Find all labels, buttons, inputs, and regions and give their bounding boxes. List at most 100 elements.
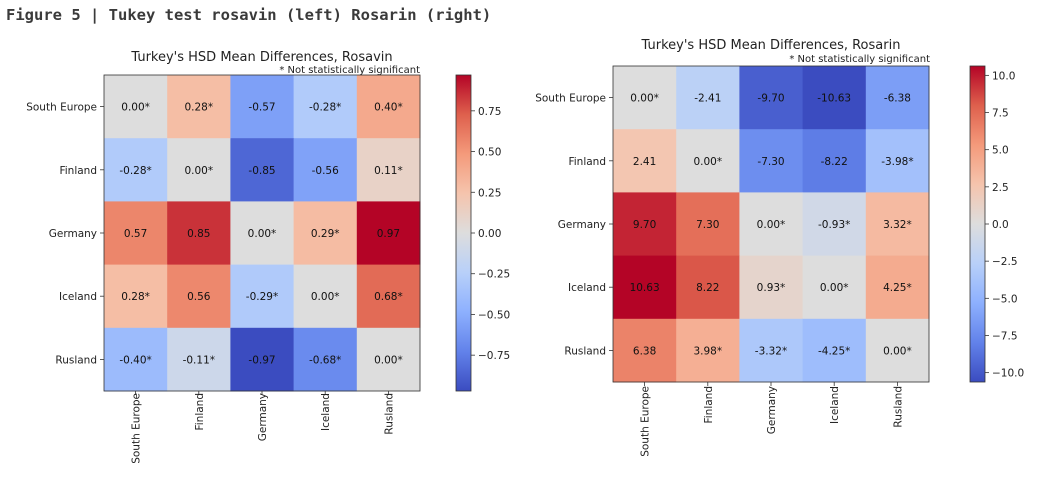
cell-label: -6.38 bbox=[884, 93, 911, 105]
heatmap-cell bbox=[739, 255, 804, 320]
heatmap-cell bbox=[293, 201, 358, 266]
cell-label: 0.00* bbox=[374, 354, 403, 366]
chart-subtitle: * Not statistically significant bbox=[279, 65, 420, 76]
colorbar-tick-label: −7.5 bbox=[992, 330, 1018, 342]
heatmap-cell bbox=[167, 201, 231, 266]
heatmap-cell bbox=[104, 201, 168, 266]
colorbar-tick-label: −0.50 bbox=[478, 309, 510, 321]
cell-label: -0.11* bbox=[183, 354, 215, 366]
cell-label: -0.56 bbox=[312, 165, 339, 177]
cell-label: 0.40* bbox=[374, 102, 403, 114]
heatmap-cell bbox=[865, 318, 930, 383]
colorbar-tick-label: 7.5 bbox=[992, 108, 1009, 120]
cell-label: 0.00* bbox=[248, 228, 277, 240]
heatmap-2: Turkey's HSD Mean Differences, Rosarin* … bbox=[535, 38, 1024, 457]
cell-label: 0.00* bbox=[184, 165, 213, 177]
cell-label: 0.85 bbox=[187, 228, 210, 240]
cell-label: -0.57 bbox=[248, 102, 275, 114]
heatmap-cell bbox=[104, 327, 168, 392]
x-tick-label: Germany bbox=[257, 393, 269, 441]
y-tick-label: Iceland bbox=[568, 282, 606, 294]
colorbar-tick-label: −10.0 bbox=[992, 368, 1024, 380]
heatmap-cell bbox=[613, 66, 677, 130]
cell-label: -0.93* bbox=[818, 219, 850, 231]
heatmap-cell bbox=[802, 129, 867, 193]
cell-label: -10.63 bbox=[817, 93, 851, 105]
heatmap-cell bbox=[802, 255, 867, 320]
chart-title: Turkey's HSD Mean Differences, Rosarin bbox=[641, 38, 901, 53]
heatmap-cell bbox=[356, 327, 421, 392]
y-tick-label: Finland bbox=[568, 156, 606, 168]
figure-title: Figure 5 | Tukey test rosavin (left) Ros… bbox=[6, 6, 492, 24]
heatmap-cell bbox=[865, 66, 930, 130]
cell-label: 0.00* bbox=[311, 291, 340, 303]
cell-label: 0.97 bbox=[377, 228, 400, 240]
cell-label: -3.32* bbox=[755, 345, 787, 357]
y-tick-label: Germany bbox=[558, 219, 606, 231]
heatmap-cell bbox=[167, 138, 231, 202]
x-tick-label: Iceland bbox=[320, 393, 332, 431]
cell-label: 0.00* bbox=[883, 345, 912, 357]
cell-label: 2.41 bbox=[633, 156, 656, 168]
cell-label: -0.40* bbox=[119, 354, 151, 366]
x-tick-label: Rusland bbox=[892, 386, 904, 428]
heatmap-cell bbox=[802, 192, 867, 257]
colorbar-tick-label: 5.0 bbox=[992, 145, 1009, 157]
heatmap-cell bbox=[356, 201, 421, 266]
heatmap-cell bbox=[613, 255, 677, 320]
cell-label: 4.25* bbox=[883, 282, 912, 294]
y-tick-label: Iceland bbox=[59, 291, 97, 303]
heatmap-cell bbox=[356, 75, 421, 139]
cell-label: 0.56 bbox=[187, 291, 211, 303]
cell-label: 0.00* bbox=[693, 156, 722, 168]
colorbar bbox=[969, 65, 986, 383]
heatmap-cell bbox=[230, 75, 295, 139]
cell-label: 8.22 bbox=[696, 282, 719, 294]
cell-label: 7.30 bbox=[696, 219, 719, 231]
cell-label: 10.63 bbox=[630, 282, 660, 294]
heatmap-cell bbox=[293, 138, 358, 202]
heatmap-cell bbox=[167, 327, 231, 392]
heatmap-cell bbox=[676, 129, 740, 193]
cell-label: -2.41 bbox=[694, 93, 721, 105]
x-tick-label: South Europe bbox=[131, 393, 143, 464]
cell-label: 3.98* bbox=[693, 345, 722, 357]
x-tick-label: Finland bbox=[194, 393, 206, 431]
colorbar-tick-label: 0.25 bbox=[478, 187, 501, 199]
heatmap-cell bbox=[356, 138, 421, 202]
heatmap-cell bbox=[676, 66, 740, 130]
colorbar-tick-label: 0.75 bbox=[478, 106, 501, 118]
x-tick-label: South Europe bbox=[640, 386, 652, 457]
cell-label: 0.00* bbox=[757, 219, 786, 231]
cell-label: -0.68* bbox=[309, 354, 341, 366]
heatmap-cell bbox=[739, 318, 804, 383]
heatmap-cell bbox=[739, 66, 804, 130]
heatmap-cell bbox=[167, 264, 231, 329]
heatmap-cell bbox=[293, 75, 358, 139]
heatmap-cell bbox=[865, 255, 930, 320]
colorbar bbox=[455, 74, 472, 392]
heatmap-cell bbox=[676, 192, 740, 257]
cell-label: 0.00* bbox=[121, 102, 150, 114]
heatmap-cell bbox=[802, 318, 867, 383]
cell-label: -4.25* bbox=[818, 345, 850, 357]
cell-label: 6.38 bbox=[633, 345, 656, 357]
colorbar-tick-label: −2.5 bbox=[992, 256, 1018, 268]
colorbar-tick-label: 10.0 bbox=[992, 70, 1015, 82]
cell-label: -9.70 bbox=[757, 93, 784, 105]
colorbar-tick-label: 0.50 bbox=[478, 147, 501, 159]
cell-label: -7.30 bbox=[757, 156, 784, 168]
heatmap-cell bbox=[356, 264, 421, 329]
y-tick-label: Finland bbox=[59, 165, 97, 177]
heatmap-cell bbox=[739, 129, 804, 193]
cell-label: 0.28* bbox=[184, 102, 213, 114]
y-tick-label: Rusland bbox=[564, 345, 606, 357]
heatmap-cell bbox=[230, 264, 295, 329]
cell-label: 0.00* bbox=[630, 93, 659, 105]
heatmap-cell bbox=[739, 192, 804, 257]
cell-label: -0.97 bbox=[248, 354, 275, 366]
cell-label: 0.57 bbox=[124, 228, 147, 240]
heatmap-cell bbox=[167, 75, 231, 139]
cell-label: -0.28* bbox=[119, 165, 151, 177]
colorbar-tick-label: 0.0 bbox=[992, 219, 1009, 231]
